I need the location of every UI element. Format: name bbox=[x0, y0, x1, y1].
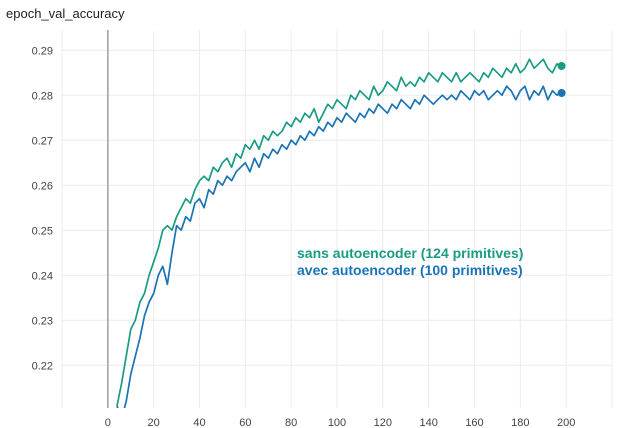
chart-title: epoch_val_accuracy bbox=[6, 6, 125, 21]
x-tick-label: 160 bbox=[465, 417, 483, 428]
legend-entry-0: sans autoencoder (124 primitives) bbox=[297, 245, 523, 261]
x-tick-label: 20 bbox=[148, 417, 160, 428]
series-lines bbox=[116, 58, 563, 408]
x-tick-label: 0 bbox=[105, 417, 111, 428]
grid bbox=[61, 30, 613, 408]
x-tick-label: 80 bbox=[285, 417, 297, 428]
y-tick-label: 0.29 bbox=[32, 45, 53, 57]
series-line-1 bbox=[116, 85, 563, 408]
y-tick-label: 0.27 bbox=[32, 135, 53, 147]
x-tick-label: 200 bbox=[557, 417, 575, 428]
x-tick-label: 120 bbox=[374, 417, 392, 428]
legend: sans autoencoder (124 primitives)avec au… bbox=[297, 245, 523, 278]
end-marker bbox=[557, 62, 566, 70]
x-tick-label: 100 bbox=[328, 417, 346, 428]
tick-labels: 0 20 40 60 80 100 120 140 160 180 200 0.22 0.23 0.24 0… bbox=[32, 45, 576, 428]
y-tick-label: 0.22 bbox=[32, 360, 53, 372]
y-tick-label: 0.25 bbox=[32, 225, 53, 237]
end-markers bbox=[557, 62, 566, 97]
x-tick-label: 180 bbox=[511, 417, 529, 428]
y-tick-label: 0.26 bbox=[32, 180, 53, 192]
x-tick-label: 60 bbox=[239, 417, 251, 428]
y-tick-label: 0.28 bbox=[32, 90, 53, 102]
y-tick-label: 0.23 bbox=[32, 315, 53, 327]
end-marker bbox=[557, 89, 566, 97]
x-tick-label: 140 bbox=[419, 417, 437, 428]
series-line-0 bbox=[116, 58, 563, 406]
legend-entry-1: avec autoencoder (100 primitives) bbox=[297, 262, 523, 278]
x-tick-label: 40 bbox=[193, 417, 205, 428]
y-tick-label: 0.24 bbox=[32, 270, 53, 282]
